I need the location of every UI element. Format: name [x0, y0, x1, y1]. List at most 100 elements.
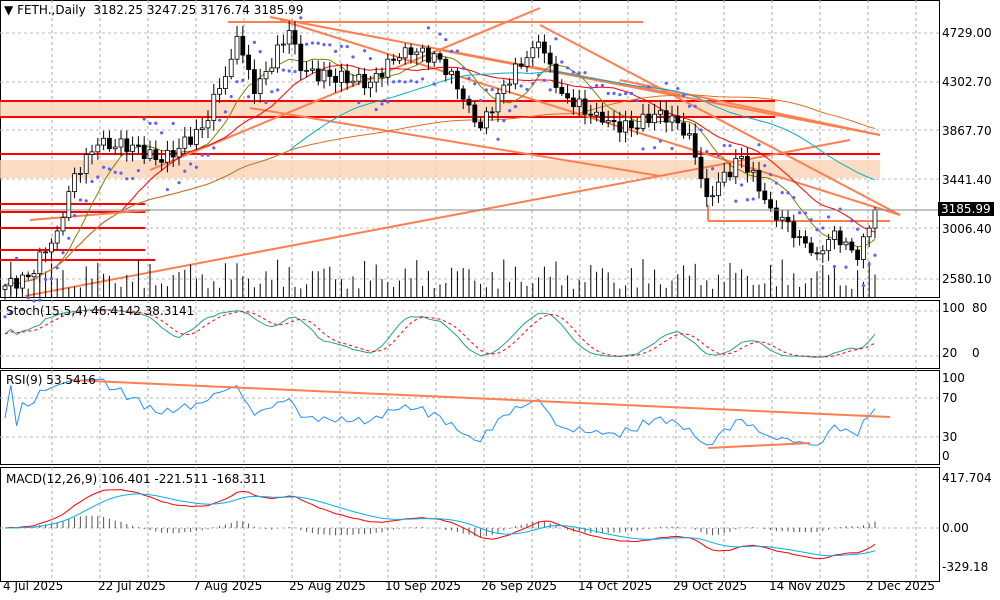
collapse-triangle-icon[interactable]: ▼ — [4, 3, 14, 17]
parabolic-sar-dot — [142, 117, 146, 121]
stoch-tick: 100 — [942, 301, 965, 315]
parabolic-sar-dot — [803, 211, 808, 215]
parabolic-sar-dot — [212, 146, 216, 150]
candle — [141, 136, 147, 165]
trendline — [279, 19, 901, 216]
candle — [211, 83, 217, 131]
parabolic-sar-dot — [380, 102, 384, 106]
candle — [367, 75, 373, 98]
candle-body — [762, 190, 768, 201]
parabolic-sar-dot — [653, 146, 657, 150]
candle-body — [95, 144, 101, 153]
stoch-tick: 20 — [942, 346, 958, 360]
candle-body — [280, 43, 286, 46]
candle — [600, 102, 605, 126]
parabolic-sar-dot — [583, 71, 587, 75]
candle — [2, 283, 8, 300]
candle — [135, 136, 141, 154]
rsi-tick: 70 — [942, 391, 958, 405]
trendline — [149, 7, 541, 171]
candle-body — [507, 83, 513, 86]
parabolic-sar-dot — [67, 236, 71, 240]
candle-body — [820, 250, 826, 255]
candle-body — [611, 120, 617, 123]
candle — [808, 236, 814, 257]
candle-body — [716, 181, 721, 197]
candle-body — [443, 58, 449, 75]
candle-body — [43, 251, 48, 254]
parabolic-sar-dot — [223, 110, 227, 114]
parabolic-sar-dot — [728, 144, 732, 148]
trendline — [24, 139, 851, 297]
candle-body — [25, 274, 31, 278]
candle — [797, 229, 802, 246]
parabolic-sar-dot — [426, 26, 430, 30]
parabolic-sar-dot — [438, 32, 442, 36]
parabolic-sar-dot — [606, 91, 610, 96]
parabolic-sar-dot — [310, 41, 314, 45]
candle — [8, 275, 14, 296]
candle-body — [118, 138, 124, 148]
candle — [275, 35, 281, 73]
candle — [629, 110, 634, 137]
candle — [246, 44, 252, 80]
candle-body — [733, 158, 739, 178]
candle-body — [199, 127, 205, 130]
candle — [547, 45, 553, 73]
parabolic-sar-dot — [455, 49, 459, 53]
candle — [837, 226, 843, 253]
parabolic-sar-dot — [148, 121, 152, 126]
candle — [640, 103, 646, 132]
candle — [611, 110, 617, 130]
candle-body — [536, 41, 541, 49]
candle-body — [31, 273, 37, 278]
candle — [454, 68, 460, 100]
candle — [483, 107, 489, 135]
candle — [130, 136, 136, 162]
candle — [327, 62, 333, 87]
candle — [513, 57, 518, 90]
parabolic-sar-dot — [258, 49, 262, 54]
candle-body — [431, 53, 437, 63]
candle-body — [338, 70, 344, 83]
candle — [269, 58, 275, 75]
parabolic-sar-dot — [751, 197, 755, 201]
candle — [205, 110, 211, 138]
parabolic-sar-dot — [339, 44, 343, 49]
parabolic-sar-dot — [827, 215, 831, 219]
parabolic-sar-dot — [194, 165, 198, 169]
candle — [362, 67, 368, 96]
candle — [774, 200, 779, 227]
parabolic-sar-dot — [676, 86, 680, 91]
parabolic-sar-dot — [496, 137, 500, 141]
parabolic-sar-dot — [740, 183, 744, 187]
candle — [524, 50, 530, 73]
parabolic-sar-dot — [49, 277, 54, 281]
price-tick: 4302.70 — [942, 75, 992, 89]
candle-body — [315, 68, 321, 82]
candle-body — [617, 121, 623, 133]
candle-body — [425, 47, 431, 63]
parabolic-sar-dot — [200, 153, 204, 157]
candle — [240, 26, 246, 64]
parabolic-sar-dot — [473, 82, 477, 86]
candle-body — [861, 236, 866, 260]
candle-body — [396, 57, 402, 61]
candle — [460, 85, 466, 110]
parabolic-sar-dot — [235, 80, 239, 84]
candle — [420, 44, 426, 62]
parabolic-sar-dot — [107, 167, 111, 171]
candle-body — [698, 156, 704, 180]
parabolic-sar-dot — [102, 165, 106, 169]
candle-body — [472, 104, 478, 123]
ohlc-low: 3176.74 — [200, 3, 250, 17]
candle — [866, 225, 872, 247]
candle — [489, 106, 495, 121]
parabolic-sar-dot — [241, 78, 245, 82]
candle — [437, 51, 443, 63]
parabolic-sar-dot — [856, 227, 860, 231]
candle — [785, 210, 791, 233]
candle-body — [362, 74, 368, 89]
